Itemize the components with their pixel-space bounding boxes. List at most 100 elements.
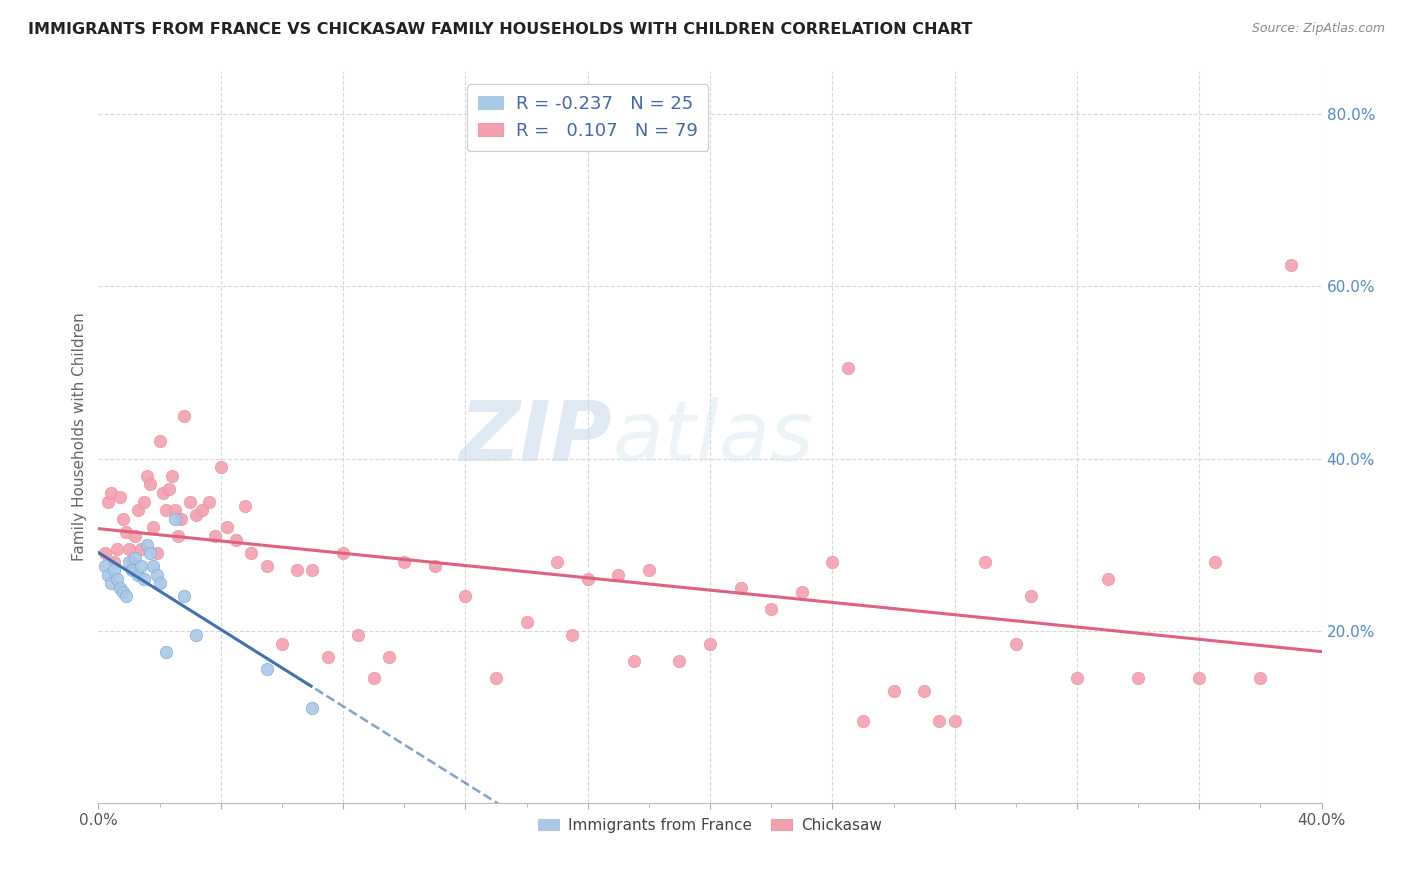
Point [423, 559, 446, 574]
Point [225, 533, 247, 548]
Point [270, 637, 292, 651]
Point [173, 409, 195, 423]
Point [928, 714, 950, 728]
Point [93, 559, 115, 574]
Point [974, 555, 997, 569]
Point [240, 546, 263, 560]
Point [97, 494, 120, 508]
Point [136, 468, 159, 483]
Point [163, 512, 186, 526]
Point [301, 701, 323, 715]
Point [124, 550, 146, 565]
Point [103, 555, 125, 569]
Point [821, 555, 844, 569]
Text: atlas: atlas [612, 397, 814, 477]
Point [454, 589, 477, 603]
Point [943, 714, 966, 728]
Point [142, 520, 165, 534]
Point [100, 576, 122, 591]
Point [108, 491, 131, 505]
Point [115, 524, 138, 539]
Point [378, 649, 401, 664]
Point [155, 503, 177, 517]
Y-axis label: Family Households with Children: Family Households with Children [72, 313, 87, 561]
Point [790, 585, 813, 599]
Point [1019, 589, 1042, 603]
Point [197, 494, 219, 508]
Point [139, 477, 162, 491]
Text: ZIP: ZIP [460, 397, 612, 477]
Point [561, 628, 583, 642]
Point [103, 564, 125, 578]
Point [485, 671, 508, 685]
Point [149, 434, 172, 449]
Point [1097, 572, 1119, 586]
Point [607, 567, 630, 582]
Point [637, 564, 661, 578]
Point [155, 645, 177, 659]
Point [105, 541, 128, 556]
Point [668, 654, 690, 668]
Point [392, 555, 416, 569]
Point [152, 486, 174, 500]
Point [576, 572, 599, 586]
Point [100, 486, 122, 500]
Point [759, 602, 782, 616]
Point [301, 564, 323, 578]
Point [623, 654, 645, 668]
Point [134, 572, 156, 586]
Point [285, 564, 308, 578]
Point [127, 503, 149, 517]
Point [730, 581, 752, 595]
Point [186, 628, 208, 642]
Point [173, 589, 195, 603]
Point [160, 468, 183, 483]
Point [516, 615, 538, 629]
Point [215, 520, 238, 534]
Point [111, 585, 134, 599]
Point [127, 567, 149, 582]
Point [115, 589, 138, 603]
Point [837, 361, 859, 376]
Point [118, 541, 141, 556]
Point [883, 684, 905, 698]
Point [1188, 671, 1211, 685]
Point [108, 581, 131, 595]
Point [316, 649, 339, 664]
Legend: Immigrants from France, Chickasaw: Immigrants from France, Chickasaw [531, 812, 889, 839]
Point [204, 529, 226, 543]
Point [1128, 671, 1150, 685]
Point [97, 567, 120, 582]
Point [852, 714, 875, 728]
Point [347, 628, 370, 642]
Point [912, 684, 935, 698]
Point [121, 555, 143, 569]
Point [157, 482, 180, 496]
Point [124, 529, 146, 543]
Point [1204, 555, 1226, 569]
Point [546, 555, 568, 569]
Text: IMMIGRANTS FROM FRANCE VS CHICKASAW FAMILY HOUSEHOLDS WITH CHILDREN CORRELATION : IMMIGRANTS FROM FRANCE VS CHICKASAW FAMI… [28, 22, 973, 37]
Point [332, 546, 354, 560]
Point [134, 494, 156, 508]
Point [142, 559, 165, 574]
Point [145, 567, 167, 582]
Point [170, 512, 193, 526]
Point [163, 503, 186, 517]
Point [179, 494, 201, 508]
Point [105, 572, 128, 586]
Point [167, 529, 190, 543]
Point [129, 559, 152, 574]
Point [118, 555, 141, 569]
Point [129, 541, 152, 556]
Point [699, 637, 721, 651]
Text: Source: ZipAtlas.com: Source: ZipAtlas.com [1251, 22, 1385, 36]
Point [136, 538, 159, 552]
Point [145, 546, 167, 560]
Point [149, 576, 172, 591]
Point [256, 559, 278, 574]
Point [1004, 637, 1026, 651]
Point [93, 546, 115, 560]
Point [209, 460, 232, 475]
Point [233, 499, 256, 513]
